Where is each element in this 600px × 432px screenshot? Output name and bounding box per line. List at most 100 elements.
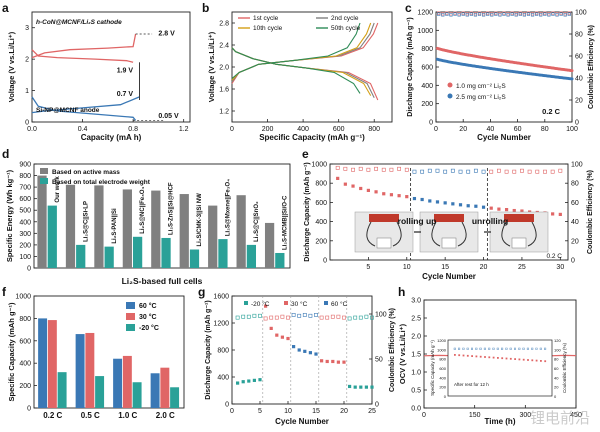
panel-e-ce-point-17 (466, 169, 471, 174)
panel-g-y2tick-label: 100 (375, 312, 387, 319)
panel-e-capacity-point-7 (389, 193, 394, 197)
panel-d-ytick-label: 200 (19, 242, 31, 249)
panel-h-inset-ce-6 (479, 347, 482, 350)
panel-c-ytick-label: 800 (421, 46, 433, 53)
panel-f-ytick-label: 600 (19, 338, 31, 345)
panel-e-y2label: Coulombic Efficiency (%) (587, 170, 594, 254)
panel-g-capacity-point-4-2 (359, 385, 363, 389)
panel-e-ce-point-25 (527, 169, 532, 174)
panel-c-ce-point-3 (559, 12, 563, 16)
panel-c-ce-point-3 (539, 13, 543, 17)
panel-f-bar-2-2 (132, 382, 142, 408)
panel-c-ce-point-3 (449, 13, 453, 17)
panel-b-ytick-label: 1.2 (219, 109, 229, 116)
panel-c-ce-point-3 (555, 13, 559, 17)
panel-a-xtick-label: 0.0 (27, 126, 37, 133)
panel-b-xtick-label: 0 (230, 126, 234, 133)
panel-g-ce-point-9 (286, 315, 290, 320)
panel-e-ce-point-13 (435, 168, 440, 173)
panel-e-ce-point-28 (550, 169, 555, 174)
panel-label-a: a (2, 1, 9, 15)
panel-h-ytick-label: 0.0 (411, 406, 421, 413)
panel-g-ce-point-10 (291, 312, 296, 317)
panel-e-capacity-point-21 (497, 207, 501, 211)
panel-c-ce-point-3 (494, 12, 498, 16)
panel-h-inset-ce-17 (526, 347, 529, 350)
panel-g-ce-point-8 (280, 314, 285, 319)
panel-b-legend-label-1: 2nd cycle (331, 15, 359, 22)
panel-c-ce-point-3 (530, 13, 535, 17)
panel-c-xtick-label: 0 (434, 126, 438, 133)
panel-d-bar-1-1 (76, 244, 86, 268)
panel-h-inset-cap-11 (501, 357, 504, 360)
panel-g-legend-label-0: -20 °C (251, 300, 270, 308)
panel-e-y2tick-label: 0 (571, 258, 575, 265)
panel-c-ce-point-3 (514, 13, 518, 17)
panel-e-ce-point-21 (497, 168, 501, 173)
panel-c-xtick-label: 40 (487, 126, 495, 133)
panel-label-c: c (405, 1, 412, 15)
panel-e-y2tick-label: 60 (571, 200, 579, 207)
panel-c-ylabel: Discharge Capacity (mAh g⁻¹) (407, 17, 414, 116)
panel-f-category-label-0: 0.2 C (43, 411, 62, 420)
panel-a-curve-anode-delith (31, 96, 140, 114)
panel-h-inset-ytick-1: 200 (439, 385, 446, 390)
panel-c-ce-point-3 (490, 13, 494, 17)
panel-e-capacity-point-14 (443, 201, 447, 205)
panel-h-inset-y2tick-2: 40 (554, 375, 559, 380)
panel-g-ce-point-22 (358, 315, 363, 320)
panel-e-ytick-label: 0 (323, 258, 327, 265)
panel-g-capacity-point-1-1 (269, 326, 273, 330)
panel-h-inset-ylabel: Specific Capacity (mAh g⁻¹) (430, 340, 435, 396)
panel-h-inset-cap-18 (531, 359, 534, 362)
panel-e-ce-point-7 (389, 167, 394, 172)
panel-h-inset-ce-0 (453, 347, 456, 350)
panel-h-inset-ytick-4: 800 (439, 357, 446, 362)
panel-g-ce-point-12 (302, 312, 307, 317)
panel-a-ylabel: Voltage (V vs.Li/Li⁺) (7, 31, 16, 102)
panel-f-bar-1-0 (47, 320, 57, 408)
panel-g-ce-point-21 (353, 315, 358, 320)
panel-label-g: g (198, 285, 205, 299)
panel-e-xtick-label: 5 (366, 264, 370, 271)
panel-e-ce-point-14 (443, 169, 448, 174)
panel-c-xtick-label: 20 (459, 126, 467, 133)
panel-f-bar-0-1 (75, 334, 85, 408)
panel-g-capacity-point-2-1 (297, 348, 301, 352)
panel-d-bar-1-0 (47, 205, 57, 268)
panel-g-legend-swatch-1 (284, 301, 288, 305)
panel-a-frame (31, 11, 191, 123)
panel-g-legend-swatch-2 (324, 301, 328, 305)
panel-f-ytick-label: 1000 (15, 294, 31, 301)
panel-h-ylabel: OCV (V vs.Li/Li⁺) (398, 323, 407, 384)
panel-g-xtick-label: 10 (284, 408, 292, 415)
panel-g-capacity-point-2-0 (292, 345, 296, 349)
panel-g-capacity-point-3-2 (331, 359, 335, 364)
panel-c-legend-swatch-0 (447, 82, 453, 88)
panel-a-cathode-label: h-CoN@MCNF/Li₂S cathode (36, 19, 122, 26)
panel-e-ytick-label: 600 (315, 200, 327, 207)
panel-e-ce-point-5 (374, 166, 378, 171)
panel-e-capacity-point-23 (512, 208, 516, 213)
panel-e-capacity-point-28 (551, 212, 555, 216)
panel-c-ce-point-3 (445, 12, 449, 16)
panel-e-ce-point-10 (412, 169, 417, 174)
panel-b-xtick-label: 800 (368, 126, 380, 133)
panel-label-d: d (2, 147, 9, 161)
panel-g-ce-point-5 (263, 316, 268, 321)
panel-d-ytick-label: 800 (19, 173, 31, 180)
panel-d-bar-1-2 (104, 246, 114, 268)
panel-c-ce-point-3 (535, 12, 539, 16)
panel-f-legend-swatch-0 (126, 302, 135, 309)
panel-g-ce-point-7 (274, 315, 279, 320)
panel-a-ytick-label: 2 (25, 57, 29, 64)
panel-f-category-label-1: 0.5 C (81, 411, 100, 420)
panel-c-ce-point-3 (461, 12, 465, 16)
panel-f-legend-swatch-1 (126, 313, 135, 320)
panel-h-inset-ce-13 (509, 347, 512, 350)
panel-c-ce-point-3 (506, 13, 510, 17)
panel-e-capacity-point-19 (481, 205, 486, 209)
panel-h-inset-cap-8 (488, 356, 491, 359)
panel-e-ce-point-27 (543, 169, 547, 174)
panel-h-inset-cap-14 (514, 358, 516, 360)
